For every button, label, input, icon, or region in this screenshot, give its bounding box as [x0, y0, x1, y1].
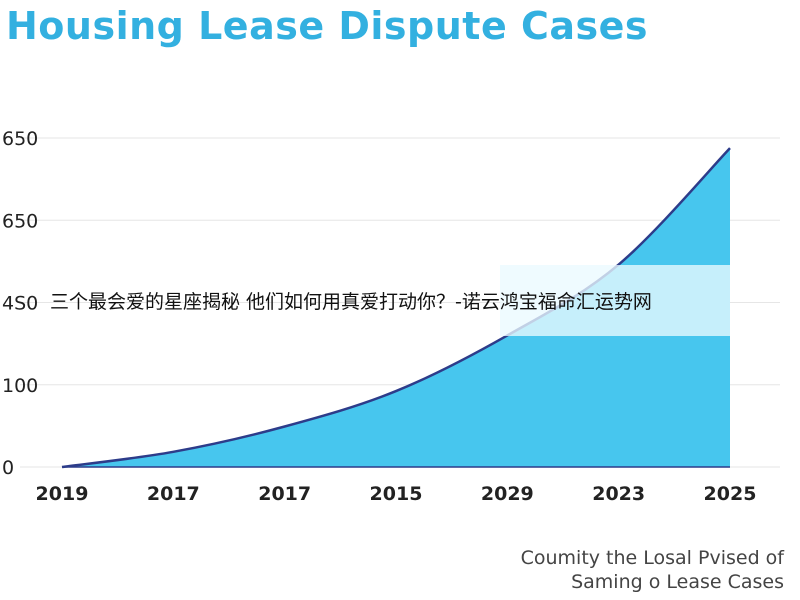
x-tick-label: 2017	[147, 483, 200, 505]
series-line	[61, 147, 731, 469]
y-axis-ticks: 650 650 4S0 100 0	[2, 128, 38, 479]
caption-line-1: Coumity the Losal Pvised of	[520, 547, 784, 569]
x-tick-label: 2017	[258, 483, 311, 505]
y-tick-label: 0	[2, 457, 14, 479]
x-tick-label: 2019	[36, 483, 89, 505]
watermark-band	[500, 265, 730, 336]
watermark-text: 三个最会爱的星座揭秘 他们如何用真爱打动你？-诺云鸿宝福命汇运势网	[50, 291, 652, 313]
y-tick-label: 4S0	[2, 293, 38, 315]
area-layer	[61, 147, 731, 469]
y-tick-label: 100	[2, 375, 38, 397]
caption-line-2: Saming o Lease Cases	[571, 571, 784, 593]
chart-caption: Coumity the Losal Pvised of Saming o Lea…	[521, 546, 784, 594]
x-axis-ticks: 2019 2017 2017 2015 2029 2023 2025	[36, 483, 757, 505]
chart-title: Housing Lease Dispute Cases	[6, 4, 648, 48]
x-tick-label: 2029	[481, 483, 534, 505]
area-fill	[62, 148, 730, 467]
x-tick-label: 2015	[370, 483, 423, 505]
y-tick-label: 650	[2, 128, 38, 150]
x-tick-label: 2023	[592, 483, 645, 505]
x-tick-label: 2025	[704, 483, 757, 505]
y-tick-label: 650	[2, 210, 38, 232]
